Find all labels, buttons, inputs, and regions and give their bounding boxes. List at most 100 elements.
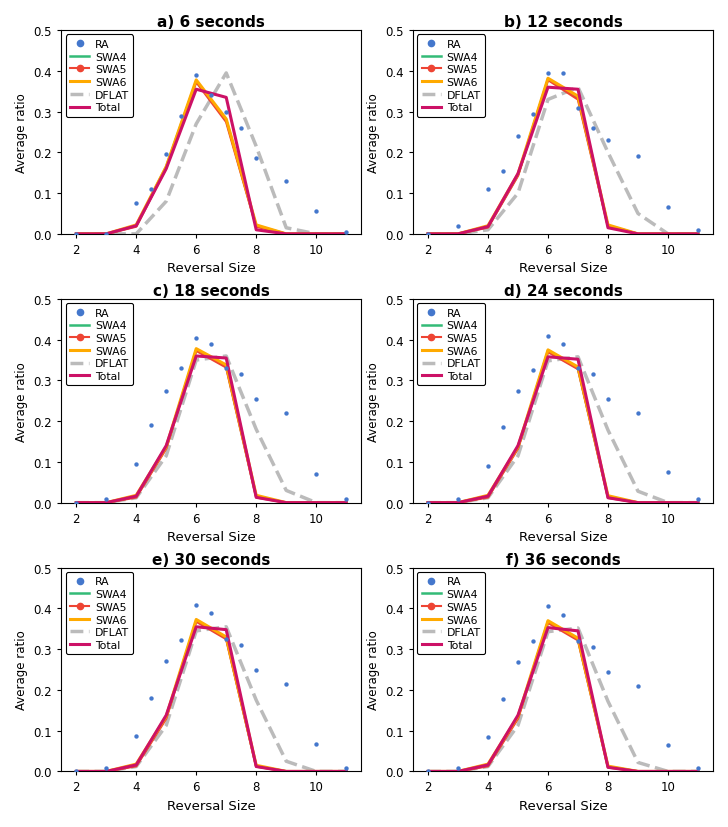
Point: [250, 664, 262, 677]
Point: [160, 149, 172, 162]
Point: [130, 458, 142, 471]
Y-axis label: Average ratio: Average ratio: [15, 361, 28, 441]
Point: [310, 206, 322, 219]
Point: [146, 419, 157, 433]
Point: [160, 385, 172, 398]
Y-axis label: Average ratio: Average ratio: [15, 630, 28, 710]
Point: [205, 89, 217, 103]
Point: [280, 175, 292, 189]
X-axis label: Reversal Size: Reversal Size: [518, 262, 607, 275]
Point: [160, 655, 172, 668]
Point: [422, 765, 434, 778]
Point: [542, 600, 554, 614]
Point: [513, 385, 524, 398]
Title: d) 24 seconds: d) 24 seconds: [504, 284, 622, 299]
Point: [100, 492, 112, 505]
Point: [250, 393, 262, 406]
Point: [572, 362, 584, 375]
Point: [602, 665, 614, 678]
Point: [662, 202, 674, 215]
Point: [146, 691, 157, 705]
Point: [146, 184, 157, 197]
Point: [452, 220, 464, 233]
Legend: RA, SWA4, SWA5, SWA6, DFLAT, Total: RA, SWA4, SWA5, SWA6, DFLAT, Total: [417, 572, 485, 654]
Point: [482, 460, 494, 473]
Point: [482, 184, 494, 197]
Y-axis label: Average ratio: Average ratio: [367, 361, 380, 441]
Legend: RA, SWA4, SWA5, SWA6, DFLAT, Total: RA, SWA4, SWA5, SWA6, DFLAT, Total: [66, 304, 133, 386]
Point: [587, 122, 599, 136]
Point: [662, 466, 674, 479]
Point: [632, 680, 644, 693]
Point: [71, 496, 82, 509]
Title: c) 18 seconds: c) 18 seconds: [153, 284, 269, 299]
Point: [692, 492, 704, 505]
Point: [191, 332, 202, 345]
Point: [572, 634, 584, 648]
Point: [191, 599, 202, 612]
X-axis label: Reversal Size: Reversal Size: [167, 799, 256, 812]
Point: [310, 737, 322, 750]
Legend: RA, SWA4, SWA5, SWA6, DFLAT, Total: RA, SWA4, SWA5, SWA6, DFLAT, Total: [417, 304, 485, 386]
Point: [602, 393, 614, 406]
Point: [100, 228, 112, 241]
Point: [527, 108, 539, 122]
Point: [235, 368, 247, 381]
Y-axis label: Average ratio: Average ratio: [15, 93, 28, 173]
Point: [557, 608, 569, 621]
Point: [310, 468, 322, 481]
Title: b) 12 seconds: b) 12 seconds: [504, 15, 622, 30]
Legend: RA, SWA4, SWA5, SWA6, DFLAT, Total: RA, SWA4, SWA5, SWA6, DFLAT, Total: [66, 572, 133, 654]
Point: [235, 638, 247, 652]
Point: [662, 739, 674, 752]
Point: [632, 407, 644, 420]
Y-axis label: Average ratio: Average ratio: [367, 630, 380, 710]
Point: [527, 364, 539, 377]
Point: [205, 607, 217, 620]
Point: [527, 634, 539, 648]
Point: [587, 368, 599, 381]
Point: [542, 67, 554, 80]
Point: [175, 633, 187, 647]
Legend: RA, SWA4, SWA5, SWA6, DFLAT, Total: RA, SWA4, SWA5, SWA6, DFLAT, Total: [417, 36, 485, 117]
Point: [341, 226, 352, 239]
Point: [250, 153, 262, 166]
Legend: RA, SWA4, SWA5, SWA6, DFLAT, Total: RA, SWA4, SWA5, SWA6, DFLAT, Total: [66, 36, 133, 117]
Point: [452, 762, 464, 775]
Point: [692, 762, 704, 775]
Point: [130, 198, 142, 211]
X-axis label: Reversal Size: Reversal Size: [518, 799, 607, 812]
Point: [280, 677, 292, 691]
Point: [452, 492, 464, 505]
X-axis label: Reversal Size: Reversal Size: [518, 531, 607, 543]
Point: [71, 765, 82, 778]
Point: [191, 69, 202, 83]
Title: e) 30 seconds: e) 30 seconds: [152, 552, 270, 566]
Point: [100, 762, 112, 775]
Point: [422, 496, 434, 509]
X-axis label: Reversal Size: Reversal Size: [167, 531, 256, 543]
Point: [513, 131, 524, 144]
Point: [71, 228, 82, 241]
Point: [175, 110, 187, 123]
Point: [280, 407, 292, 420]
Point: [497, 165, 509, 178]
Point: [497, 421, 509, 434]
Point: [175, 362, 187, 375]
Point: [587, 641, 599, 654]
Point: [235, 122, 247, 136]
Point: [572, 102, 584, 115]
Point: [542, 330, 554, 343]
Point: [513, 656, 524, 669]
Point: [422, 228, 434, 241]
Title: a) 6 seconds: a) 6 seconds: [157, 15, 265, 30]
Point: [497, 692, 509, 705]
Title: f) 36 seconds: f) 36 seconds: [506, 552, 620, 566]
Point: [221, 362, 232, 375]
Point: [341, 492, 352, 505]
X-axis label: Reversal Size: Reversal Size: [167, 262, 256, 275]
Point: [205, 337, 217, 351]
Point: [221, 633, 232, 646]
Point: [341, 762, 352, 775]
Point: [130, 729, 142, 743]
